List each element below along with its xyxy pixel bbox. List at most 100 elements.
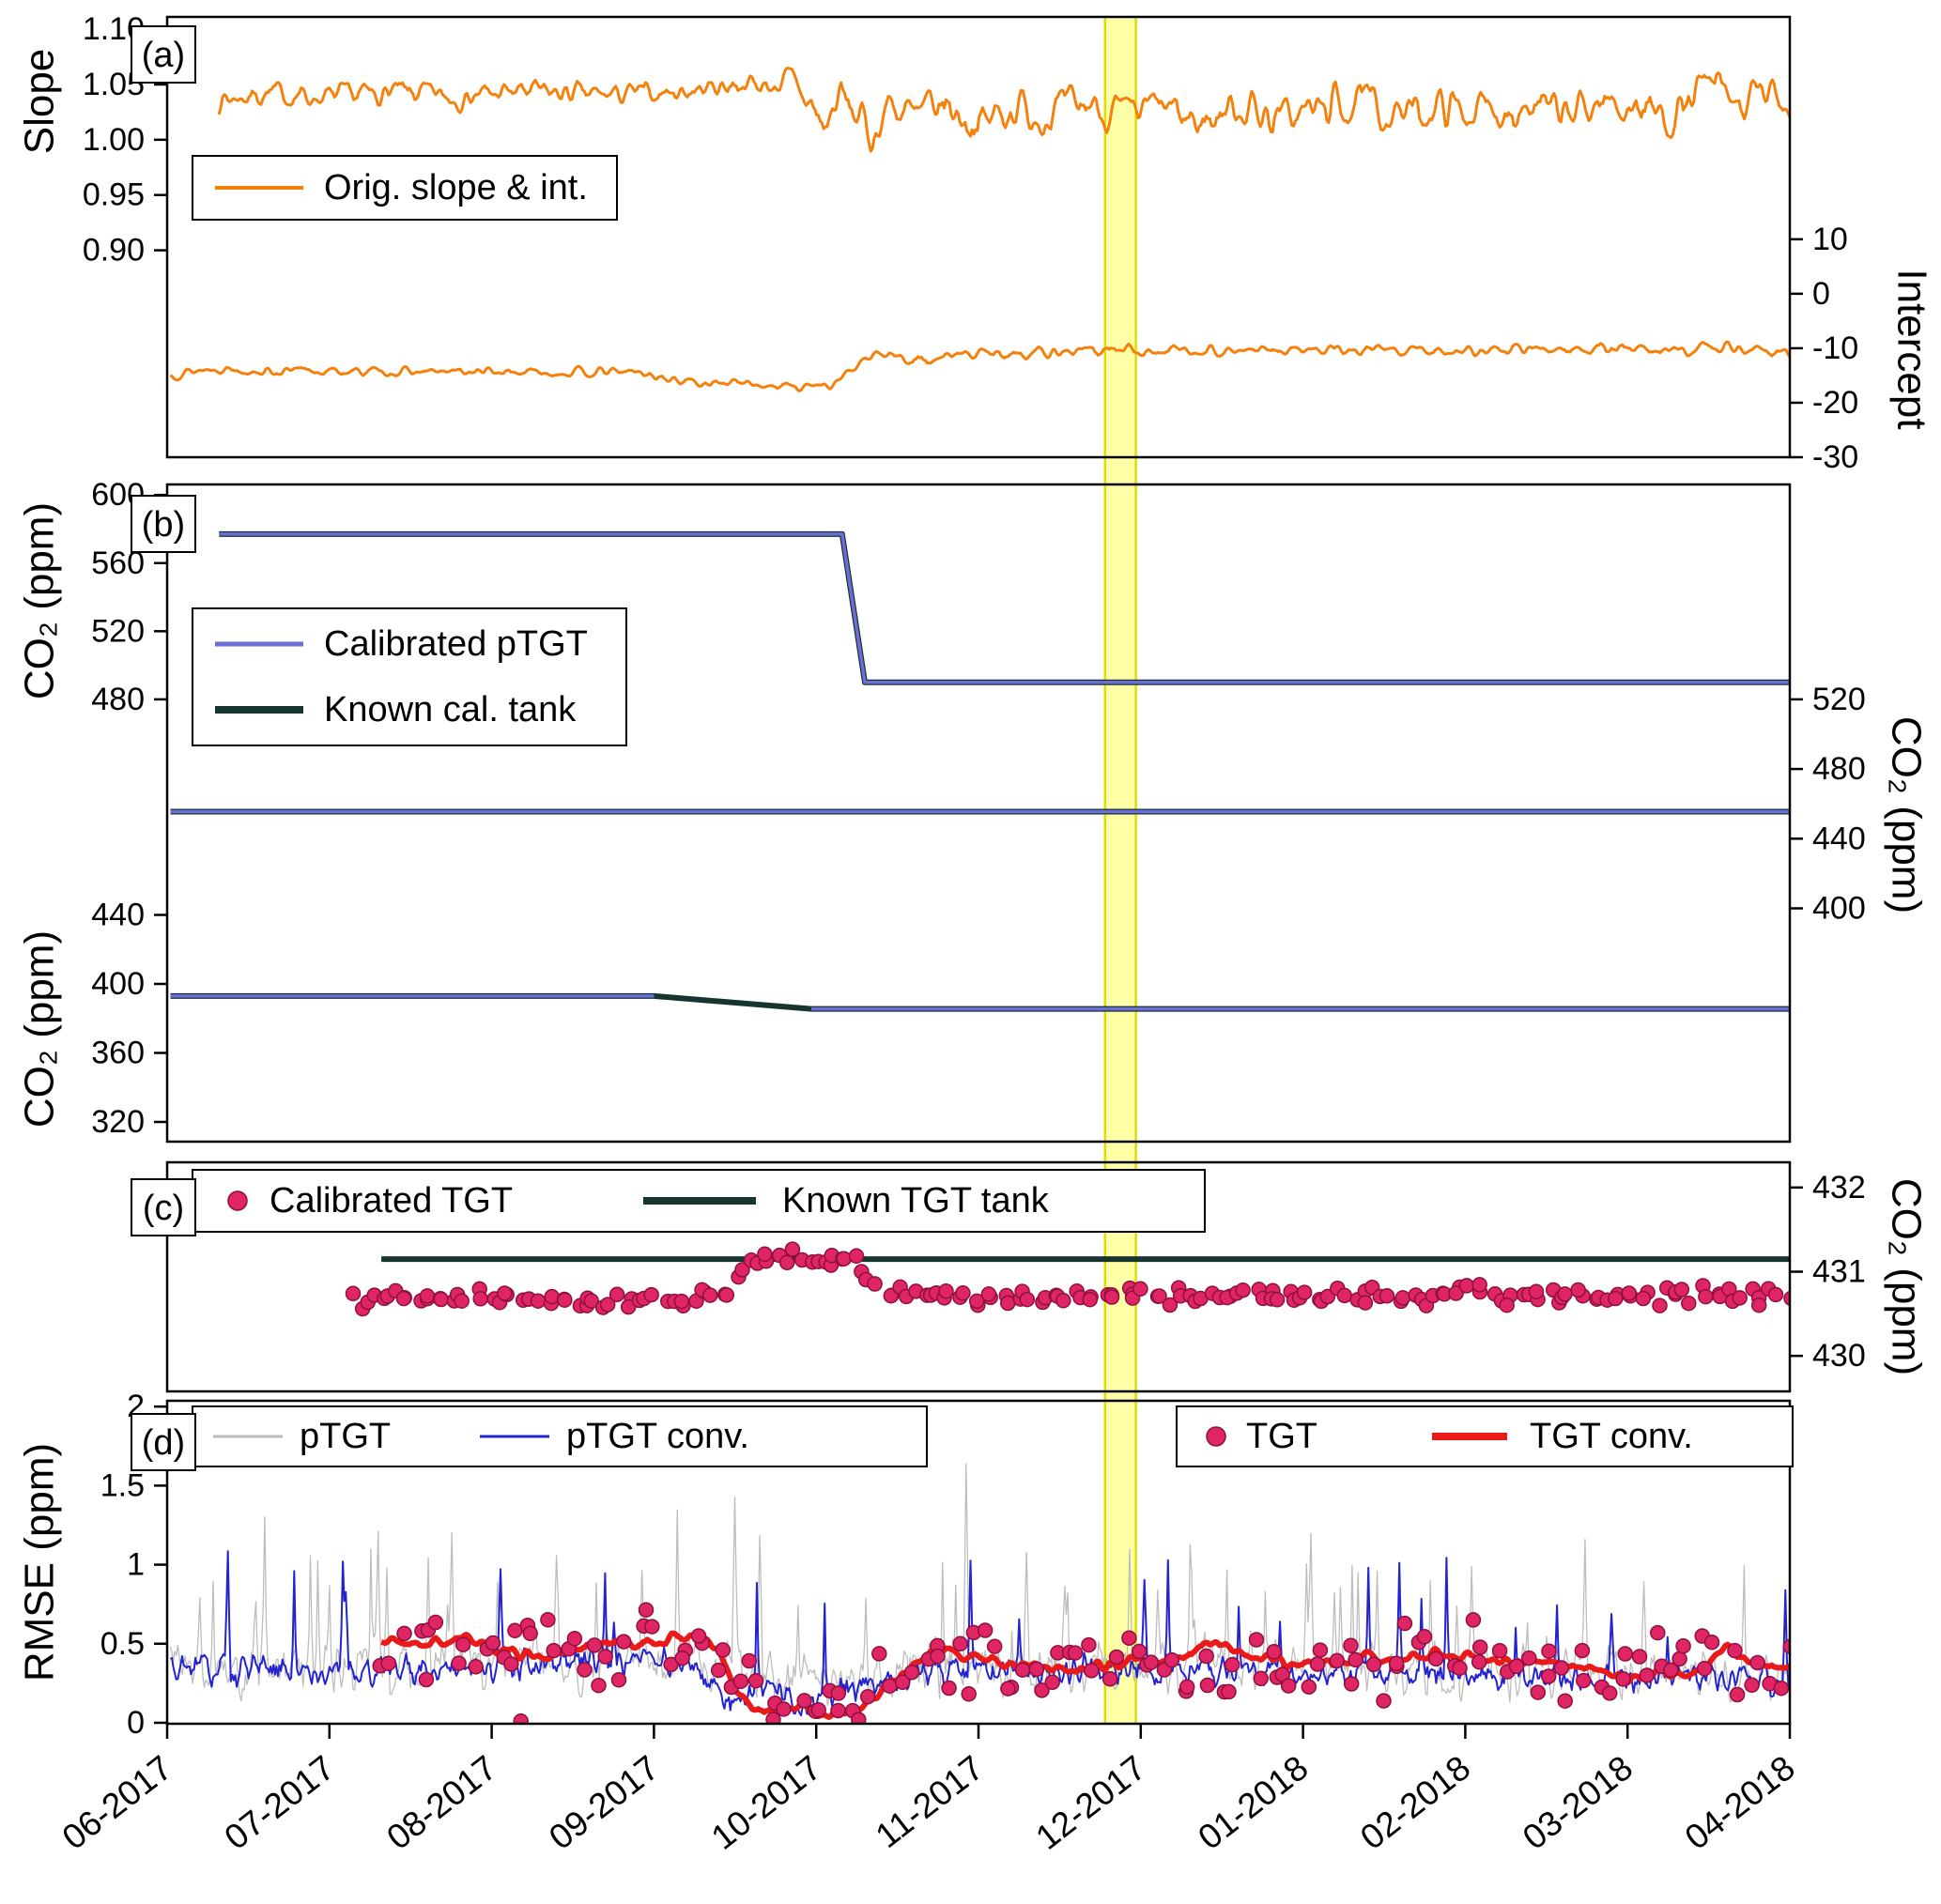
- point-tgt-rmse: [418, 1671, 435, 1688]
- panel-label-box: [131, 25, 196, 84]
- point-tgt-rmse: [715, 1642, 732, 1658]
- point-calibrated-tgt: [938, 1282, 954, 1299]
- point-calibrated-tgt: [702, 1287, 718, 1303]
- point-calibrated-tgt: [1673, 1282, 1690, 1297]
- point-calibrated-tgt: [433, 1291, 449, 1308]
- point-calibrated-tgt: [1528, 1283, 1545, 1300]
- point-calibrated-tgt: [955, 1285, 971, 1301]
- point-tgt-rmse: [1312, 1642, 1329, 1658]
- point-calibrated-tgt: [980, 1286, 997, 1302]
- point-tgt-rmse: [903, 1665, 920, 1681]
- point-calibrated-tgt: [1296, 1284, 1313, 1300]
- point-tgt-rmse: [765, 1712, 781, 1724]
- point-tgt-rmse: [1253, 1670, 1269, 1687]
- legend-label-calibrated-ptgt: Calibrated pTGT: [324, 624, 588, 664]
- point-tgt-rmse: [1557, 1693, 1573, 1709]
- point-calibrated-tgt: [1000, 1295, 1016, 1312]
- legend-label-ptgt: pTGT: [300, 1417, 391, 1456]
- point-tgt-rmse: [741, 1652, 758, 1669]
- y-tick-label: -20: [1812, 385, 1858, 421]
- panel-label-box: [131, 1178, 196, 1236]
- point-tgt-rmse: [451, 1655, 467, 1671]
- point-tgt-rmse: [952, 1635, 968, 1652]
- y-tick-label: 1.5: [100, 1467, 145, 1503]
- y-tick-label: 520: [91, 613, 145, 649]
- point-tgt-rmse: [1601, 1685, 1618, 1701]
- point-calibrated-tgt: [1458, 1278, 1475, 1294]
- point-tgt-rmse: [1014, 1662, 1031, 1678]
- point-tgt-rmse: [1280, 1678, 1297, 1694]
- point-tgt-rmse: [1541, 1643, 1557, 1659]
- point-tgt-rmse: [540, 1612, 556, 1628]
- axis-title: CO₂ (ppm): [17, 502, 63, 699]
- point-tgt-rmse: [485, 1635, 501, 1651]
- point-tgt-rmse: [615, 1634, 632, 1650]
- point-tgt-rmse: [427, 1614, 444, 1631]
- panel-b-series: [170, 530, 1790, 1012]
- point-tgt-rmse: [941, 1680, 957, 1697]
- point-tgt-rmse: [1396, 1615, 1413, 1632]
- point-calibrated-tgt: [643, 1286, 659, 1303]
- point-tgt-rmse: [747, 1672, 764, 1689]
- point-tgt-rmse: [1081, 1636, 1097, 1653]
- y-tick-label: 0.95: [83, 177, 145, 213]
- legend-label-calibrated-tgt: Calibrated TGT: [270, 1181, 513, 1221]
- axis-title: CO₂ (ppm): [1884, 716, 1930, 914]
- point-calibrated-tgt: [608, 1286, 625, 1303]
- point-calibrated-tgt: [1132, 1281, 1148, 1297]
- point-calibrated-tgt: [1235, 1282, 1251, 1298]
- point-tgt-rmse: [1301, 1679, 1317, 1695]
- point-calibrated-tgt: [1319, 1288, 1336, 1305]
- point-tgt-rmse: [1729, 1686, 1746, 1703]
- point-tgt-rmse: [586, 1637, 603, 1653]
- point-tgt-rmse: [522, 1625, 538, 1642]
- y-tick-label: 10: [1812, 222, 1848, 257]
- point-calibrated-tgt: [1732, 1290, 1748, 1306]
- point-tgt-rmse: [830, 1685, 847, 1701]
- point-tgt-rmse: [796, 1693, 812, 1709]
- y-tick-label: 0: [1812, 276, 1830, 312]
- point-calibrated-tgt: [1269, 1292, 1286, 1308]
- point-tgt-rmse: [644, 1619, 660, 1635]
- point-tgt-rmse: [1309, 1656, 1326, 1672]
- legend-label-known-tgt-tank: Known TGT tank: [782, 1181, 1050, 1221]
- point-tgt-rmse: [1388, 1655, 1405, 1672]
- y-tick-label: 432: [1812, 1170, 1866, 1205]
- point-calibrated-tgt: [867, 1276, 883, 1292]
- point-tgt-rmse: [1348, 1651, 1363, 1668]
- point-tgt-rmse: [859, 1688, 876, 1705]
- point-calibrated-tgt: [1652, 1297, 1668, 1313]
- point-tgt-rmse: [566, 1631, 583, 1647]
- y-tick-label: 1: [127, 1547, 145, 1583]
- point-tgt-rmse: [1067, 1645, 1084, 1661]
- point-tgt-rmse: [1329, 1652, 1346, 1669]
- series-calibrated-ptgt-top: [219, 532, 1790, 684]
- point-tgt-rmse: [810, 1702, 826, 1718]
- point-tgt-rmse: [674, 1650, 690, 1666]
- point-tgt-rmse: [1178, 1679, 1195, 1695]
- point-tgt-rmse: [851, 1712, 867, 1724]
- point-calibrated-tgt: [1750, 1297, 1767, 1313]
- panel-label: (c): [143, 1189, 184, 1228]
- point-tgt-rmse: [1343, 1637, 1359, 1653]
- point-tgt-rmse: [1540, 1668, 1557, 1684]
- point-calibrated-tgt: [1499, 1297, 1515, 1313]
- point-calibrated-tgt: [1151, 1288, 1167, 1304]
- point-tgt-rmse: [690, 1628, 707, 1644]
- point-calibrated-tgt: [1783, 1290, 1790, 1307]
- point-calibrated-tgt: [472, 1291, 488, 1307]
- point-calibrated-tgt: [673, 1293, 690, 1310]
- point-tgt-rmse: [1465, 1612, 1482, 1628]
- point-tgt-rmse: [1121, 1630, 1137, 1646]
- point-calibrated-tgt: [557, 1292, 573, 1308]
- highlight-band: [1104, 17, 1136, 1724]
- point-tgt-rmse: [986, 1638, 1003, 1654]
- legend-label-tgt: TGT: [1246, 1417, 1317, 1456]
- point-tgt-rmse: [894, 1674, 911, 1691]
- point-calibrated-tgt: [544, 1288, 560, 1305]
- panel-d-series: [169, 1463, 1790, 1724]
- point-tgt-rmse: [1530, 1684, 1547, 1700]
- legend-label-ptgt-conv: pTGT conv.: [566, 1417, 749, 1456]
- y-tick-label: 0.90: [83, 233, 145, 269]
